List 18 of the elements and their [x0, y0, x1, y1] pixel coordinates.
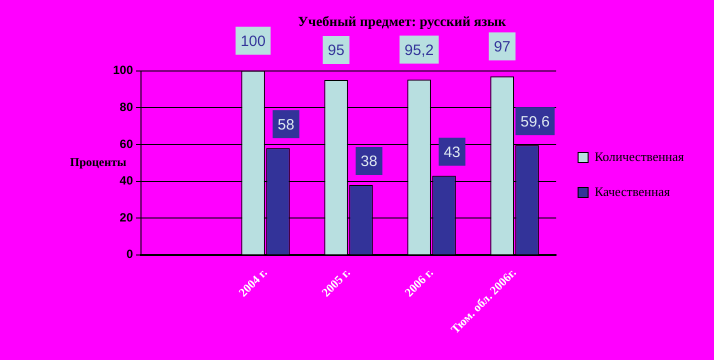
data-label: 100 [240, 32, 266, 50]
data-label: 43 [444, 144, 460, 161]
y-tick-label: 40 [120, 174, 134, 188]
y-tick-label: 80 [120, 100, 134, 114]
data-label: 97 [494, 38, 511, 56]
y-tick-label: 0 [126, 247, 134, 262]
data-label: 59,6 [520, 113, 550, 130]
data-label: 95 [328, 42, 344, 60]
y-tick-label: 20 [120, 210, 134, 224]
chart-title: Учебный предмет: русский язык [298, 15, 508, 30]
y-tick-label: 60 [120, 136, 134, 151]
data-label: 38 [360, 153, 378, 170]
legend-label: Качественная [594, 184, 670, 199]
data-label: 95,2 [404, 42, 434, 59]
legend-label: Количественная [594, 148, 684, 164]
y-tick-label: 100 [112, 63, 134, 78]
y-axis-title: Проценты [70, 154, 128, 169]
data-label: 58 [278, 116, 294, 134]
